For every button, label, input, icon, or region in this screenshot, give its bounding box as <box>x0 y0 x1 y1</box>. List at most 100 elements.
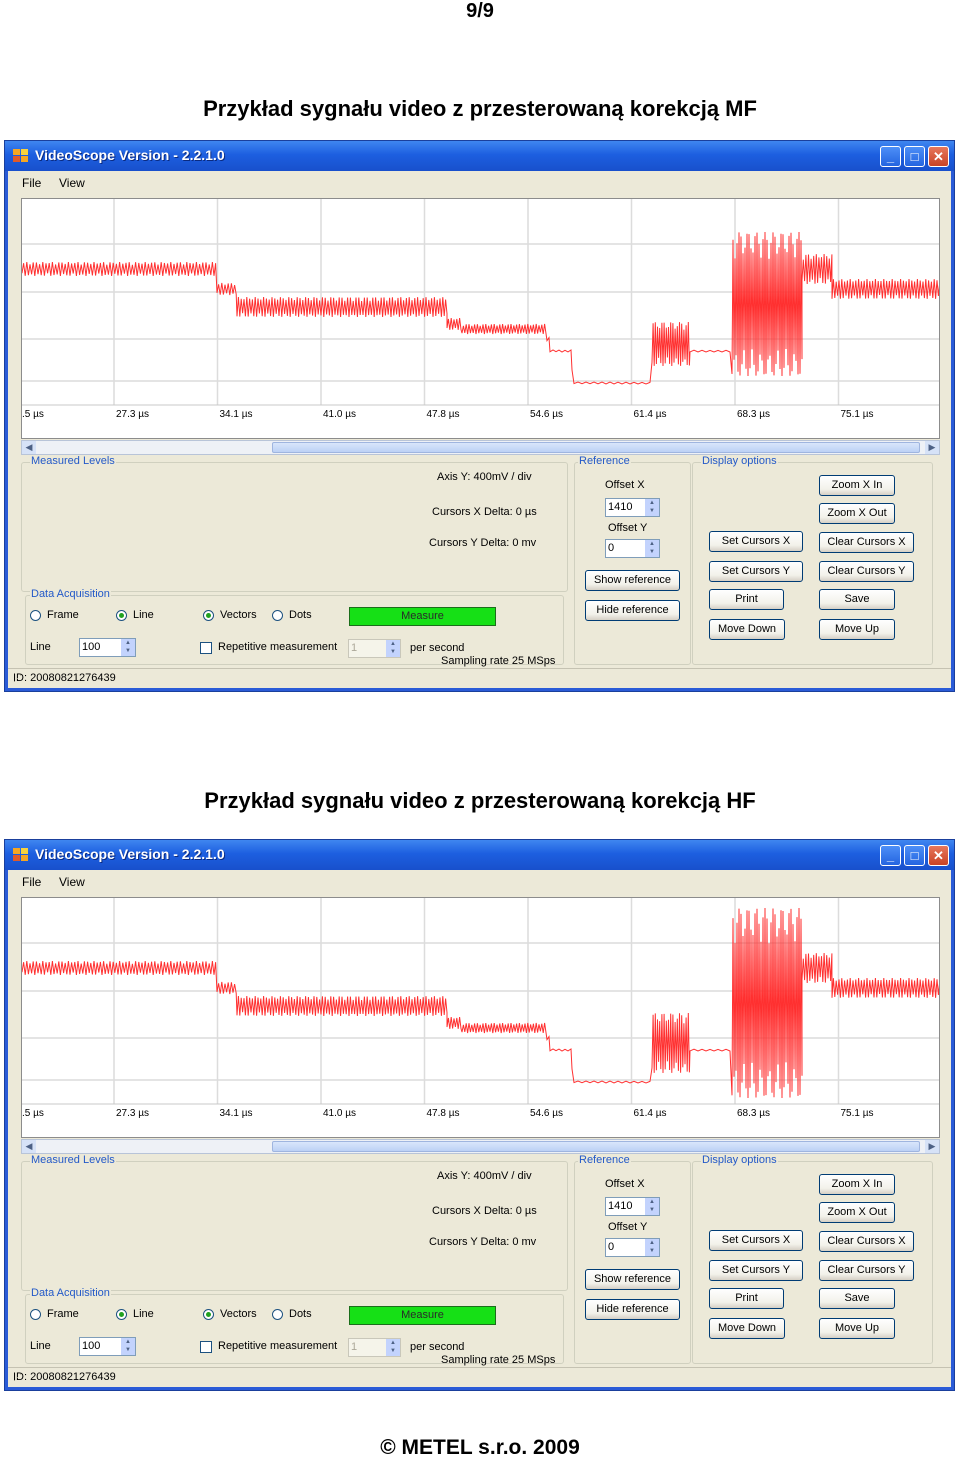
scroll-thumb[interactable] <box>272 1141 920 1152</box>
move-down-button[interactable]: Move Down <box>709 619 785 640</box>
window-title: VideoScope Version - 2.2.1.0 <box>35 147 225 163</box>
show-reference-button[interactable]: Show reference <box>585 1269 680 1290</box>
page-number: 9/9 <box>466 0 494 22</box>
time-tick-label: 34.1 µs <box>220 409 253 420</box>
data-acquisition-group <box>25 595 564 665</box>
frame-radio[interactable] <box>30 610 41 621</box>
vectors-radio[interactable] <box>203 1309 214 1320</box>
minimize-icon[interactable]: _ <box>880 845 901 866</box>
line-number-spinner[interactable]: 100 ▲ ▼ <box>79 1337 136 1356</box>
horizontal-scrollbar[interactable]: ◀ ▶ <box>21 440 940 455</box>
reference-title: Reference <box>578 1154 631 1166</box>
clear-cursors-y-button[interactable]: Clear Cursors Y <box>819 561 914 582</box>
menu-view[interactable]: View <box>59 176 85 190</box>
data-acquisition-title: Data Acquisition <box>30 588 111 600</box>
set-cursors-x-button[interactable]: Set Cursors X <box>709 1230 803 1251</box>
clear-cursors-x-button[interactable]: Clear Cursors X <box>819 1231 914 1252</box>
repetitive-checkbox[interactable] <box>200 1341 212 1353</box>
rate-spinner: 1 ▲ ▼ <box>348 639 401 658</box>
time-tick-label: 68.3 µs <box>737 409 770 420</box>
dots-label: Dots <box>289 1308 312 1320</box>
cursors-x-delta: Cursors X Delta: 0 µs <box>432 506 537 518</box>
reference-title: Reference <box>578 455 631 467</box>
time-tick-label: 27.3 µs <box>116 1108 149 1119</box>
set-cursors-y-button[interactable]: Set Cursors Y <box>709 561 803 582</box>
measure-button[interactable]: Measure <box>349 607 496 626</box>
display-options-title: Display options <box>701 1154 778 1166</box>
frame-radio[interactable] <box>30 1309 41 1320</box>
print-button[interactable]: Print <box>709 1288 784 1309</box>
dots-radio[interactable] <box>272 1309 283 1320</box>
save-button[interactable]: Save <box>819 589 895 610</box>
hide-reference-button[interactable]: Hide reference <box>585 600 680 621</box>
title-bar[interactable]: VideoScope Version - 2.2.1.0 _ □ ✕ <box>5 840 954 870</box>
clear-cursors-y-button[interactable]: Clear Cursors Y <box>819 1260 914 1281</box>
line-radio[interactable] <box>116 1309 127 1320</box>
scroll-thumb[interactable] <box>272 442 920 453</box>
app-icon <box>13 149 29 163</box>
oscilloscope-display[interactable]: .5 µs 27.3 µs 34.1 µs 41.0 µs 47.8 µs 54.6 µs… <box>21 897 940 1138</box>
clear-cursors-x-button[interactable]: Clear Cursors X <box>819 532 914 553</box>
videoscope-window-mf: VideoScope Version - 2.2.1.0 _ □ ✕ File … <box>4 140 955 692</box>
title-bar[interactable]: VideoScope Version - 2.2.1.0 _ □ ✕ <box>5 141 954 171</box>
client-area: File View .5 µs 27.3 µs 34.1 µs 41.0 µs 47.8… <box>8 171 951 688</box>
print-button[interactable]: Print <box>709 589 784 610</box>
set-cursors-y-button[interactable]: Set Cursors Y <box>709 1260 803 1281</box>
display-options-group <box>692 1161 933 1364</box>
measured-levels-group <box>21 1161 568 1291</box>
offset-y-spinner[interactable]: 0 ▲ ▼ <box>605 1238 660 1257</box>
close-icon[interactable]: ✕ <box>928 146 949 167</box>
cursors-x-delta: Cursors X Delta: 0 µs <box>432 1205 537 1217</box>
menu-view[interactable]: View <box>59 875 85 889</box>
scroll-left-icon[interactable]: ◀ <box>22 1140 36 1153</box>
measure-button[interactable]: Measure <box>349 1306 496 1325</box>
vectors-label: Vectors <box>220 1308 257 1320</box>
zoom-x-out-button[interactable]: Zoom X Out <box>819 503 895 524</box>
scroll-right-icon[interactable]: ▶ <box>925 1140 939 1153</box>
zoom-x-out-button[interactable]: Zoom X Out <box>819 1202 895 1223</box>
maximize-icon[interactable]: □ <box>904 146 925 167</box>
hide-reference-button[interactable]: Hide reference <box>585 1299 680 1320</box>
resize-grip-icon[interactable]: ⋰ <box>13 673 22 683</box>
cursors-y-delta: Cursors Y Delta: 0 mv <box>429 1236 537 1248</box>
oscilloscope-display[interactable]: .5 µs 27.3 µs 34.1 µs 41.0 µs 47.8 µs 54.6 µs… <box>21 198 940 439</box>
offset-x-label: Offset X <box>605 479 645 491</box>
show-reference-button[interactable]: Show reference <box>585 570 680 591</box>
move-down-button[interactable]: Move Down <box>709 1318 785 1339</box>
move-up-button[interactable]: Move Up <box>819 619 895 640</box>
zoom-x-in-button[interactable]: Zoom X In <box>819 1174 895 1195</box>
time-tick-label: 34.1 µs <box>220 1108 253 1119</box>
time-tick-label: 27.3 µs <box>116 409 149 420</box>
scroll-right-icon[interactable]: ▶ <box>925 441 939 454</box>
offset-y-spinner[interactable]: 0 ▲ ▼ <box>605 539 660 558</box>
measured-levels-title: Measured Levels <box>30 1154 116 1166</box>
move-up-button[interactable]: Move Up <box>819 1318 895 1339</box>
minimize-icon[interactable]: _ <box>880 146 901 167</box>
resize-grip-icon[interactable]: ⋰ <box>13 1372 22 1382</box>
line-number-spinner[interactable]: 100 ▲ ▼ <box>79 638 136 657</box>
line-radio-label: Line <box>133 1308 154 1320</box>
offset-x-spinner[interactable]: 1410 ▲ ▼ <box>605 1197 660 1216</box>
line-radio[interactable] <box>116 610 127 621</box>
axis-y-label: Axis Y: 400mV / div <box>437 1170 532 1182</box>
offset-x-label: Offset X <box>605 1178 645 1190</box>
offset-y-label: Offset Y <box>608 522 648 534</box>
menu-file[interactable]: File <box>22 176 42 190</box>
scroll-left-icon[interactable]: ◀ <box>22 441 36 454</box>
frame-label: Frame <box>47 1308 79 1320</box>
close-icon[interactable]: ✕ <box>928 845 949 866</box>
dots-radio[interactable] <box>272 610 283 621</box>
repetitive-checkbox[interactable] <box>200 642 212 654</box>
set-cursors-x-button[interactable]: Set Cursors X <box>709 531 803 552</box>
save-button[interactable]: Save <box>819 1288 895 1309</box>
horizontal-scrollbar[interactable]: ◀ ▶ <box>21 1139 940 1154</box>
frame-label: Frame <box>47 609 79 621</box>
axis-y-label: Axis Y: 400mV / div <box>437 471 532 483</box>
vectors-radio[interactable] <box>203 610 214 621</box>
maximize-icon[interactable]: □ <box>904 845 925 866</box>
menu-file[interactable]: File <box>22 875 42 889</box>
offset-x-spinner[interactable]: 1410 ▲ ▼ <box>605 498 660 517</box>
status-bar: ID: 20080821276439 ⋰ <box>8 668 951 688</box>
zoom-x-in-button[interactable]: Zoom X In <box>819 475 895 496</box>
rate-spinner: 1 ▲ ▼ <box>348 1338 401 1357</box>
